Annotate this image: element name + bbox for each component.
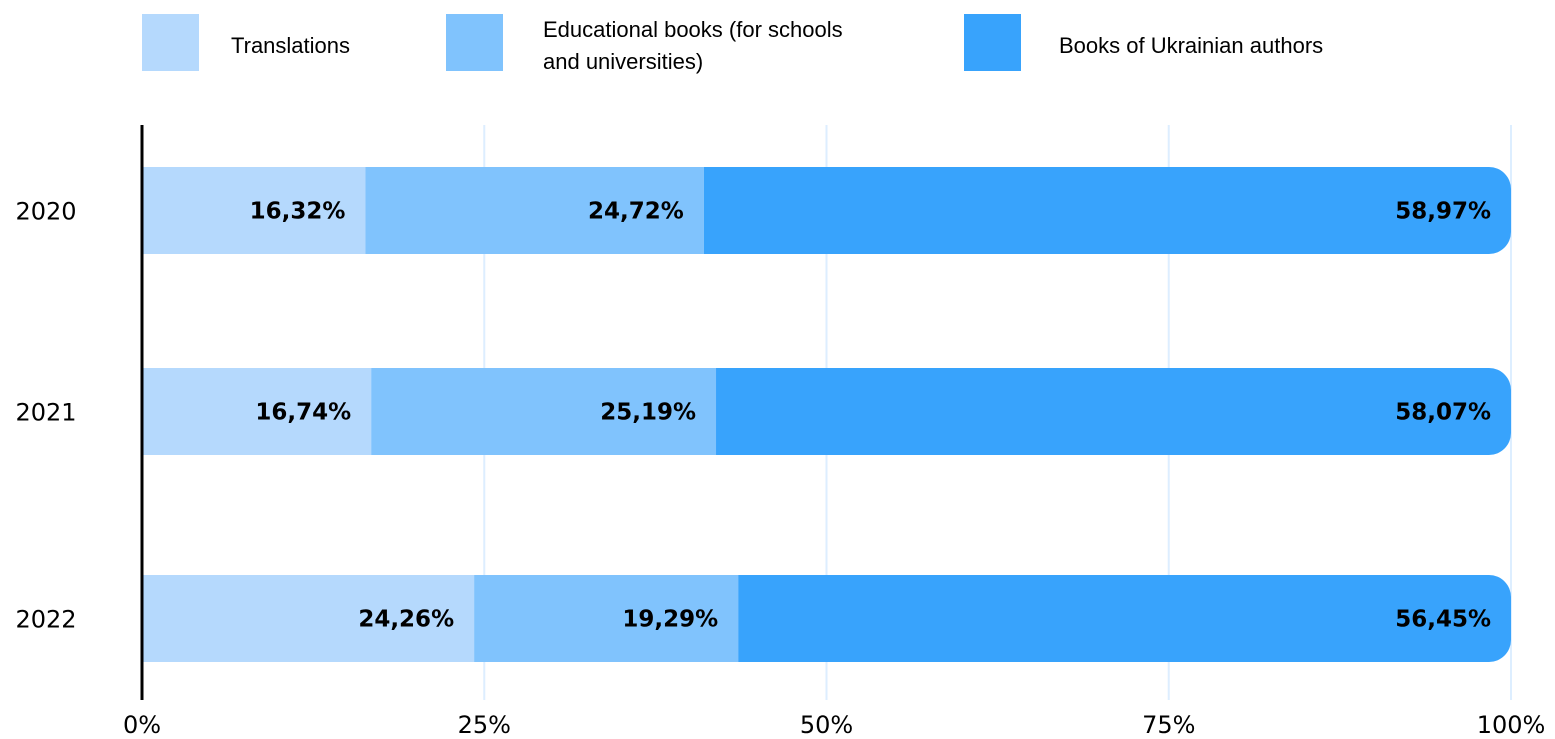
data-label-2020-series-3: 58,97% — [1395, 199, 1491, 225]
legend-item-3: Books of Ukrainian authors — [964, 14, 1323, 71]
x-tick-label-75: 75% — [1142, 711, 1195, 739]
x-tick-label-0: 0% — [123, 711, 161, 739]
bar-row-2021: 16,74% 25,19% 58,07% — [142, 368, 1511, 455]
bar-segment-2020-series-3 — [703, 167, 1511, 254]
axes: 0% 25% 50% 75% 100% — [123, 125, 1545, 739]
data-label-2020-series-1: 16,32% — [250, 199, 346, 225]
bar-row-2020: 16,32% 24,72% 58,97% — [142, 167, 1511, 254]
y-tick-label-2022: 2022 — [15, 606, 76, 634]
legend-item-1: Translations — [142, 14, 350, 71]
legend-label: Translations — [231, 33, 350, 58]
legend-swatch — [142, 14, 199, 71]
data-label-2022-series-2: 19,29% — [622, 607, 718, 633]
bar-segment-2022-series-2 — [474, 575, 739, 662]
data-label-2021-series-2: 25,19% — [600, 400, 696, 426]
y-tick-label-2020: 2020 — [15, 198, 76, 226]
bar-segment-2022-series-1 — [142, 575, 475, 662]
bar-segment-2020-series-1 — [142, 167, 366, 254]
bar-segment-2021-series-1 — [142, 368, 372, 455]
bars: 16,32% 24,72% 58,97% 2020 16,74% 25,19% 58,07%… — [15, 167, 1511, 662]
data-label-2022-series-1: 24,26% — [358, 607, 454, 633]
bar-segment-2021-series-2 — [371, 368, 717, 455]
legend-label: Books of Ukrainian authors — [1059, 33, 1323, 58]
data-label-2020-series-2: 24,72% — [588, 199, 684, 225]
data-label-2022-series-3: 56,45% — [1395, 607, 1491, 633]
x-tick-label-100: 100% — [1477, 711, 1546, 739]
legend: Translations Educational books (for schoo… — [142, 14, 1323, 74]
bar-segment-2022-series-3 — [738, 575, 1511, 662]
bar-segment-2020-series-2 — [365, 167, 704, 254]
data-label-2021-series-3: 58,07% — [1395, 400, 1491, 426]
y-tick-label-2021: 2021 — [15, 399, 76, 427]
x-tick-label-25: 25% — [458, 711, 511, 739]
legend-label: Educational books (for schools and univer… — [543, 17, 843, 74]
x-tick-label-50: 50% — [800, 711, 853, 739]
bar-row-2022: 24,26% 19,29% 56,45% — [142, 575, 1511, 662]
legend-swatch — [964, 14, 1021, 71]
data-label-2021-series-1: 16,74% — [255, 400, 351, 426]
bar-segment-2021-series-3 — [716, 368, 1511, 455]
legend-item-2: Educational books (for schools and univer… — [446, 14, 843, 74]
legend-swatch — [446, 14, 503, 71]
